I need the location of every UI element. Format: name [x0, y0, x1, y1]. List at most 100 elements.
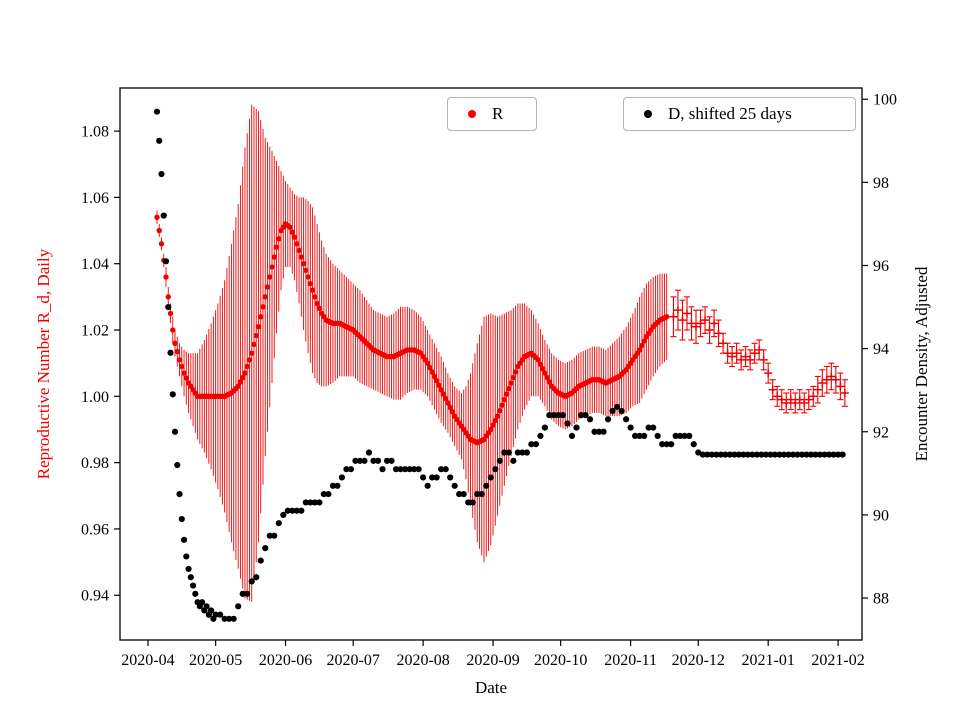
- d-point: [537, 432, 544, 440]
- d-point: [334, 482, 341, 489]
- d-point: [668, 441, 675, 448]
- d-point: [271, 532, 278, 539]
- d-point: [487, 474, 494, 481]
- y-left-tick-label: 0.96: [81, 521, 109, 538]
- r-point: [249, 350, 255, 356]
- d-point: [771, 451, 779, 458]
- r-point: [503, 391, 510, 397]
- y-left-tick-label: 1.06: [81, 190, 109, 207]
- right-axis-title: Encounter Density, Adjusted: [912, 266, 931, 462]
- d-point: [564, 420, 571, 427]
- d-point: [388, 457, 395, 464]
- r-point: [499, 402, 505, 408]
- d-point: [325, 491, 332, 498]
- d-point: [383, 457, 391, 464]
- r-point: [431, 373, 438, 380]
- d-point: [834, 451, 842, 458]
- d-point: [731, 451, 738, 458]
- d-point: [275, 520, 282, 527]
- r-point: [298, 254, 305, 260]
- d-point: [686, 432, 693, 440]
- axes-frame: [119, 87, 863, 641]
- d-point: [753, 451, 761, 458]
- d-point: [156, 137, 163, 144]
- d-point: [622, 416, 630, 423]
- d-point: [262, 545, 269, 552]
- r-point: [258, 314, 264, 320]
- d-point: [311, 499, 318, 506]
- d-point: [239, 590, 246, 597]
- d-point: [780, 451, 788, 458]
- r-point: [307, 280, 314, 287]
- y-right-tick-label: 88: [873, 591, 889, 608]
- r-point: [537, 361, 544, 367]
- d-point: [690, 441, 697, 448]
- d-point: [726, 451, 733, 458]
- r-point: [244, 363, 250, 370]
- r-point: [442, 395, 449, 402]
- d-point: [374, 457, 382, 464]
- r-point: [289, 229, 296, 235]
- d-point: [162, 258, 170, 265]
- r-point: [508, 380, 514, 386]
- d-point: [749, 451, 756, 458]
- r-point: [510, 374, 517, 381]
- d-point: [257, 557, 264, 564]
- d-point: [429, 474, 436, 481]
- d-point: [735, 451, 742, 458]
- x-tick-label: 2020-12: [672, 652, 725, 669]
- r-point: [424, 360, 431, 366]
- r-point: [267, 274, 273, 280]
- y-left-tick-label: 0.98: [81, 455, 109, 472]
- x-tick-label: 2020-05: [189, 652, 242, 669]
- r-point: [305, 274, 311, 280]
- y-right-tick-label: 90: [873, 507, 889, 524]
- d-point: [469, 499, 476, 506]
- d-point: [650, 424, 657, 431]
- d-point: [654, 432, 661, 440]
- y-left-tick-label: 1.04: [81, 256, 109, 273]
- d-point: [338, 474, 346, 481]
- d-point: [839, 451, 846, 458]
- r-point: [273, 244, 280, 250]
- d-point: [483, 482, 490, 489]
- y-right-tick-label: 98: [873, 175, 889, 192]
- d-point: [496, 457, 503, 464]
- d-point: [410, 466, 418, 473]
- left-axis-title: Reproductive Number R_d, Daily: [34, 248, 53, 480]
- r-point: [544, 374, 550, 381]
- d-point: [708, 451, 715, 458]
- d-point: [825, 451, 833, 458]
- d-point: [555, 412, 562, 419]
- r-point: [449, 409, 456, 415]
- r-point: [165, 294, 171, 300]
- d-point: [798, 451, 806, 458]
- d-point: [451, 482, 458, 489]
- d-point: [320, 491, 327, 498]
- r-point: [488, 426, 494, 433]
- r-point: [542, 370, 548, 376]
- d-point: [465, 499, 472, 506]
- r-point: [179, 363, 185, 370]
- r-point: [242, 370, 248, 376]
- d-point: [248, 578, 255, 585]
- d-point: [474, 491, 481, 498]
- r-point: [158, 241, 165, 247]
- d-point: [613, 403, 621, 410]
- r-point: [314, 300, 320, 307]
- d-point: [604, 416, 612, 423]
- legend-d-label: D, shifted 25 days: [668, 104, 792, 123]
- d-point: [420, 474, 427, 481]
- d-point: [758, 451, 765, 458]
- r-point: [433, 378, 440, 384]
- r-point: [239, 374, 246, 381]
- r-point: [636, 347, 643, 353]
- r-point: [494, 413, 501, 419]
- r-point: [237, 379, 244, 385]
- d-point: [794, 451, 801, 458]
- d-point: [174, 461, 181, 469]
- r-point: [506, 385, 512, 392]
- d-point: [253, 574, 260, 581]
- r-point: [251, 341, 257, 348]
